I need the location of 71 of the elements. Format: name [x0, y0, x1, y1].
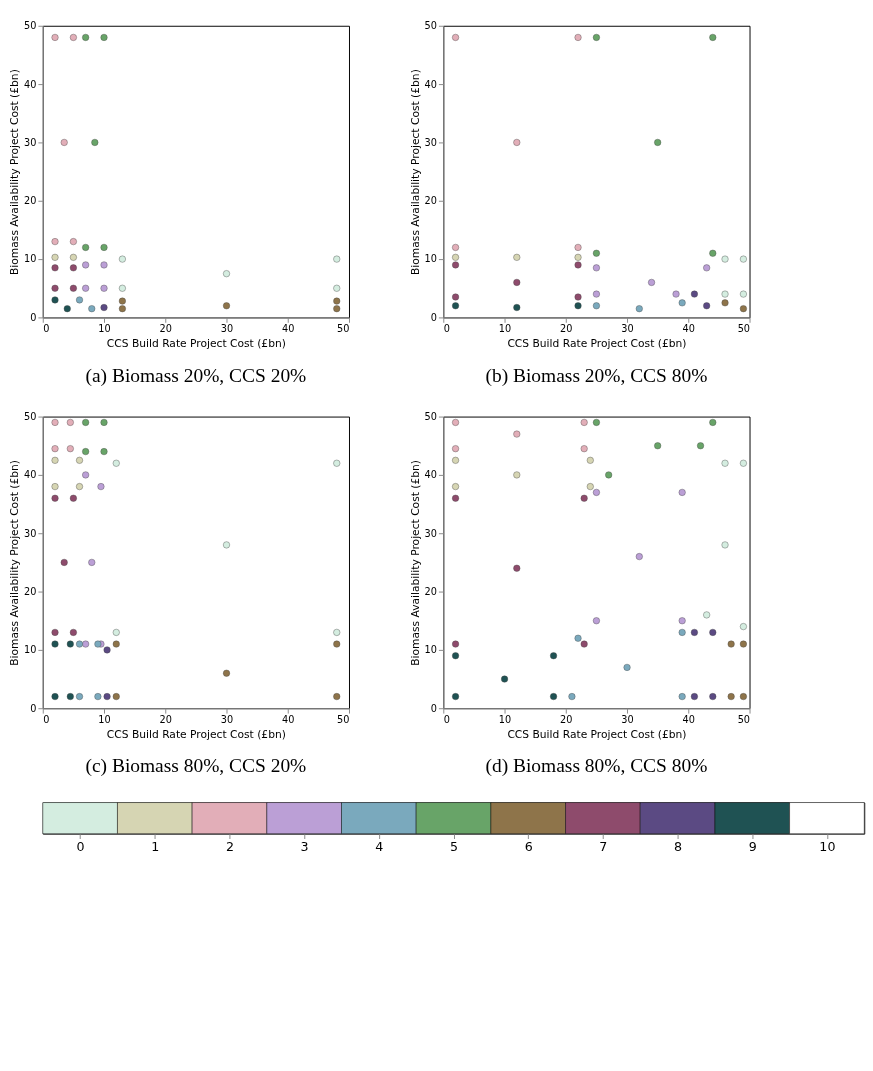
y-tick-label: 30 [424, 136, 437, 148]
y-axis-title: Biomass Availability Project Cost (£bn) [408, 459, 422, 666]
color-bar-label: 8 [674, 838, 683, 854]
x-tick-label: 10 [98, 323, 111, 335]
x-tick-label: 20 [560, 714, 573, 726]
color-bar-label: 9 [748, 838, 757, 854]
color-bar-label: 0 [76, 838, 85, 854]
y-tick-label: 50 [424, 20, 437, 32]
color-bar-label: 7 [599, 838, 608, 854]
y-tick-label: 10 [24, 253, 37, 265]
x-tick-label: 0 [443, 714, 450, 726]
text: (a) Biomass 20%, CCS 20% [85, 364, 307, 387]
y-tick-label: 0 [430, 702, 437, 714]
y-tick-label: 40 [24, 469, 37, 481]
color-bar-label: 2 [225, 838, 234, 854]
y-tick-label: 50 [24, 20, 37, 32]
y-tick-label: 40 [24, 78, 37, 90]
y-tick-label: 10 [424, 644, 437, 656]
text: (b) Biomass 20%, CCS 80% [485, 364, 708, 387]
x-axis-title: CCS Build Rate Project Cost (£bn) [106, 727, 286, 741]
x-tick-label: 40 [282, 323, 295, 335]
x-axis-title: CCS Build Rate Project Cost (£bn) [106, 337, 286, 351]
x-tick-label: 0 [43, 323, 50, 335]
y-tick-label: 20 [24, 585, 37, 597]
color-bar-label: 6 [524, 838, 533, 854]
y-tick-label: 0 [30, 702, 37, 714]
color-bar-label: 3 [300, 838, 309, 854]
x-tick-label: 10 [498, 323, 512, 335]
color-bar-label: 5 [449, 838, 459, 854]
x-tick-label: 0 [443, 323, 450, 335]
y-tick-label: 0 [430, 311, 437, 323]
x-tick-label: 10 [498, 714, 512, 726]
x-tick-label: 40 [682, 714, 695, 726]
y-tick-label: 30 [24, 527, 37, 539]
y-tick-label: 30 [424, 527, 437, 539]
x-tick-label: 50 [337, 714, 350, 726]
x-axis-title: CCS Build Rate Project Cost (£bn) [507, 337, 687, 351]
text: (c) Biomass 80%, CCS 20% [85, 755, 307, 778]
color-bar-label: 1 [151, 838, 160, 854]
color-bar-label: 10 [819, 838, 836, 854]
x-tick-label: 0 [43, 714, 50, 726]
y-tick-label: 50 [24, 410, 37, 422]
x-tick-label: 30 [220, 323, 234, 335]
x-tick-label: 30 [621, 323, 634, 335]
y-tick-label: 0 [30, 311, 37, 323]
x-tick-label: 40 [682, 323, 695, 335]
y-tick-label: 50 [424, 410, 437, 422]
y-tick-label: 10 [24, 644, 37, 656]
y-tick-label: 40 [424, 78, 437, 90]
x-tick-label: 20 [159, 323, 172, 335]
x-axis-title: CCS Build Rate Project Cost (£bn) [507, 727, 687, 741]
x-tick-label: 20 [560, 323, 573, 335]
y-axis-title: Biomass Availability Project Cost (£bn) [8, 459, 22, 666]
x-tick-label: 50 [737, 714, 751, 726]
x-tick-label: 20 [159, 714, 172, 726]
color-bar-label: 4 [375, 838, 384, 854]
x-tick-label: 50 [737, 323, 751, 335]
y-axis-title: Biomass Availability Project Cost (£bn) [408, 69, 422, 275]
x-tick-label: 30 [220, 714, 234, 726]
x-tick-label: 40 [282, 714, 295, 726]
y-tick-label: 40 [424, 469, 437, 481]
x-tick-label: 50 [337, 323, 350, 335]
y-tick-label: 20 [424, 195, 437, 207]
y-tick-label: 20 [424, 585, 437, 597]
y-axis-title: Biomass Availability Project Cost (£bn) [8, 69, 22, 275]
x-tick-label: 10 [98, 714, 111, 726]
y-tick-label: 30 [24, 136, 37, 148]
text: (d) Biomass 80%, CCS 80% [485, 755, 708, 778]
x-tick-label: 30 [621, 714, 634, 726]
y-tick-label: 20 [24, 195, 37, 207]
y-tick-label: 10 [424, 253, 437, 265]
